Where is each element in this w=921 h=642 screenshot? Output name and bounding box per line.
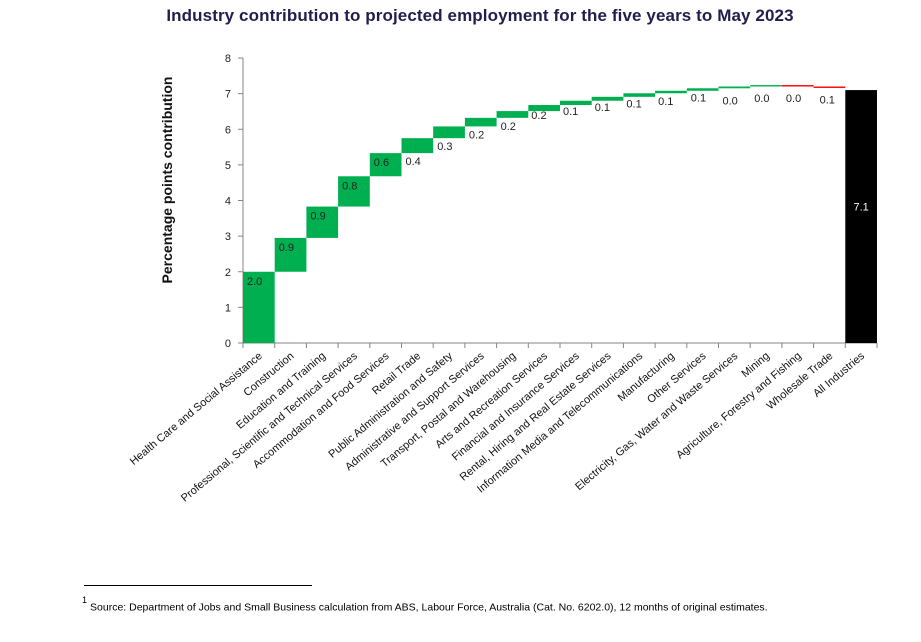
value-label-7: 0.3 — [437, 141, 452, 153]
value-label-8: 0.2 — [469, 129, 484, 141]
value-label-2: 0.9 — [279, 242, 294, 254]
value-label-19: 0.1 — [820, 95, 835, 107]
bar-5 — [369, 153, 402, 177]
chart-axes — [238, 57, 878, 348]
bar-16 — [718, 86, 751, 89]
value-label-4: 0.8 — [342, 180, 357, 192]
bar-15 — [686, 88, 719, 91]
bar-4 — [338, 176, 370, 207]
value-label-3: 0.9 — [310, 211, 325, 223]
bar-18 — [781, 85, 814, 87]
y-tick-label: 7 — [225, 89, 231, 101]
y-tick-label: 1 — [225, 302, 231, 314]
value-label-16: 0.0 — [723, 96, 738, 108]
y-tick-label: 0 — [225, 338, 231, 350]
bar-11 — [560, 100, 592, 106]
value-label-10: 0.2 — [531, 110, 546, 122]
value-label-1: 2.0 — [247, 276, 262, 288]
y-tick-label-group: 0 1 2 3 4 5 6 7 8 — [225, 53, 231, 350]
value-label-18: 0.0 — [786, 93, 801, 105]
bar-17 — [750, 85, 782, 87]
footnote-marker: 1 — [82, 595, 88, 605]
footnote: 1Source: Department of Jobs and Small Bu… — [82, 595, 768, 614]
value-label-12: 0.1 — [595, 102, 610, 114]
footnote-text: Source: Department of Jobs and Small Bus… — [90, 601, 768, 614]
value-label-14: 0.1 — [658, 96, 673, 108]
value-label-group: 2.0 0.9 0.9 0.8 0.6 0.4 0.3 0.2 0.2 0.2 0.1 0.1 0.1 0… — [247, 92, 869, 287]
footnote-divider — [84, 585, 312, 586]
waterfall-chart: 2.0 0.9 0.9 0.8 0.6 0.4 0.3 0.2 0.2 0.2 0.1 0.1 0.1 0… — [128, 53, 878, 505]
bar-3 — [306, 206, 339, 238]
bar-14 — [655, 90, 687, 94]
value-label-5: 0.6 — [374, 157, 389, 169]
bar-9 — [496, 111, 529, 118]
bar-20 — [845, 90, 877, 343]
bar-2 — [274, 237, 307, 272]
y-tick-label: 8 — [225, 53, 231, 65]
y-tick-label: 6 — [225, 124, 231, 136]
bar-8 — [464, 117, 497, 127]
bar-12 — [591, 96, 624, 101]
y-tick-label: 3 — [225, 231, 231, 243]
value-label-13: 0.1 — [626, 98, 641, 110]
chart-title: Industry contribution to projected emplo… — [166, 6, 794, 25]
value-label-20: 7.1 — [854, 202, 869, 214]
y-tick-label: 4 — [225, 196, 231, 208]
value-label-9: 0.2 — [501, 121, 516, 133]
value-label-11: 0.1 — [563, 106, 578, 118]
bar-13 — [623, 93, 656, 97]
value-label-17: 0.0 — [754, 93, 769, 105]
bar-19 — [813, 86, 846, 88]
bar-group — [243, 85, 877, 343]
bar-1 — [243, 271, 275, 343]
y-axis-label: Percentage points contribution — [159, 77, 175, 284]
y-tick-label: 2 — [225, 267, 231, 279]
bar-7 — [433, 126, 465, 139]
y-tick-label: 5 — [225, 160, 231, 172]
value-label-15: 0.1 — [691, 92, 706, 104]
value-label-6: 0.4 — [406, 156, 421, 168]
bar-6 — [401, 138, 434, 154]
x-tick-label-group: Health Care and Social AssistanceConstru… — [128, 350, 868, 505]
bar-10 — [528, 105, 560, 112]
